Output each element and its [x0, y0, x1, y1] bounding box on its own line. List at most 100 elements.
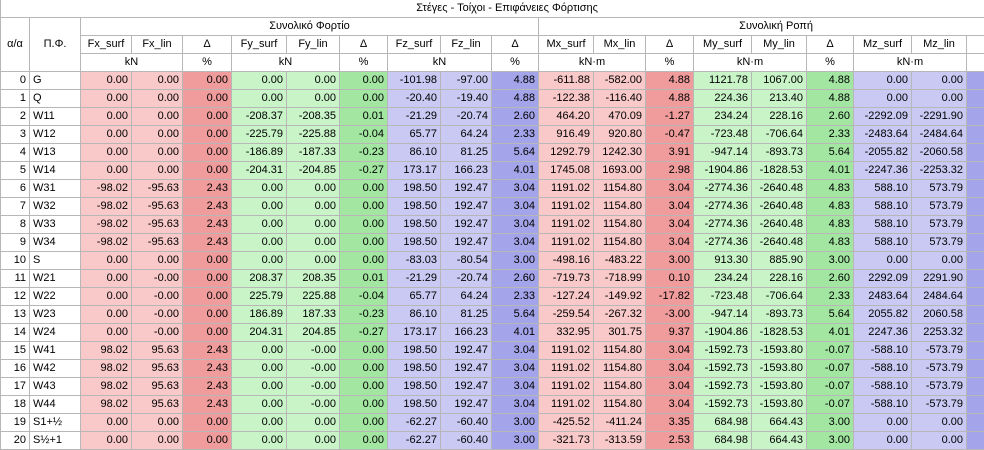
col-header-delta[interactable]: Δ	[183, 36, 232, 54]
fz-lin-cell[interactable]: 192.47	[441, 216, 492, 234]
mz-lin-cell[interactable]: -573.79	[912, 342, 967, 360]
col-header-fz-surf[interactable]: Fz_surf	[388, 36, 441, 54]
col-header-delta[interactable]: Δ	[340, 36, 388, 54]
mx-delta-cell[interactable]: 3.04	[646, 378, 694, 396]
mx-lin-cell[interactable]: 1154.80	[594, 342, 646, 360]
mz-delta-cell[interactable]: 2.43	[967, 378, 984, 396]
row-index[interactable]: 11	[1, 270, 30, 288]
mz-surf-cell[interactable]: 0.00	[854, 252, 912, 270]
mz-lin-cell[interactable]: 0.00	[912, 252, 967, 270]
load-case[interactable]: W41	[30, 342, 81, 360]
load-case[interactable]: Q	[30, 90, 81, 108]
fz-delta-cell[interactable]: 3.00	[492, 432, 539, 450]
fz-lin-cell[interactable]: 166.23	[441, 324, 492, 342]
my-delta-cell[interactable]: 2.60	[807, 108, 854, 126]
my-surf-cell[interactable]: 684.98	[694, 414, 752, 432]
fz-delta-cell[interactable]: 4.88	[492, 90, 539, 108]
row-index[interactable]: 15	[1, 342, 30, 360]
load-case[interactable]: W33	[30, 216, 81, 234]
load-case[interactable]: W43	[30, 378, 81, 396]
mz-surf-cell[interactable]: -588.10	[854, 342, 912, 360]
row-index[interactable]: 10	[1, 252, 30, 270]
mx-lin-cell[interactable]: -483.22	[594, 252, 646, 270]
load-case[interactable]: S	[30, 252, 81, 270]
mx-surf-cell[interactable]: 1191.02	[539, 342, 594, 360]
my-delta-cell[interactable]: 4.83	[807, 198, 854, 216]
mx-delta-cell[interactable]: -1.27	[646, 108, 694, 126]
my-lin-cell[interactable]: 213.40	[752, 90, 807, 108]
fx-surf-cell[interactable]: -98.02	[81, 180, 132, 198]
fx-lin-cell[interactable]: -0.00	[132, 270, 183, 288]
my-surf-cell[interactable]: -723.48	[694, 126, 752, 144]
mz-surf-cell[interactable]: 588.10	[854, 180, 912, 198]
load-case[interactable]: W24	[30, 324, 81, 342]
my-lin-cell[interactable]: -1593.80	[752, 360, 807, 378]
mz-surf-cell[interactable]: 2055.82	[854, 306, 912, 324]
fy-lin-cell[interactable]: 208.35	[287, 270, 340, 288]
fz-surf-cell[interactable]: -62.27	[388, 432, 441, 450]
mz-delta-cell[interactable]: -0.23	[967, 144, 984, 162]
fx-surf-cell[interactable]: 98.02	[81, 342, 132, 360]
fy-surf-cell[interactable]: 0.00	[232, 252, 287, 270]
mz-surf-cell[interactable]: -2292.09	[854, 108, 912, 126]
fz-delta-cell[interactable]: 3.04	[492, 360, 539, 378]
col-header-fy-surf[interactable]: Fy_surf	[232, 36, 287, 54]
load-case[interactable]: W31	[30, 180, 81, 198]
fx-delta-cell[interactable]: 0.00	[183, 270, 232, 288]
mz-lin-cell[interactable]: -2253.32	[912, 162, 967, 180]
fy-surf-cell[interactable]: -208.37	[232, 108, 287, 126]
col-header-my-lin[interactable]: My_lin	[752, 36, 807, 54]
mx-lin-cell[interactable]: -267.32	[594, 306, 646, 324]
mz-delta-cell[interactable]: 2.43	[967, 234, 984, 252]
mx-surf-cell[interactable]: -719.73	[539, 270, 594, 288]
my-surf-cell[interactable]: -1592.73	[694, 378, 752, 396]
mx-lin-cell[interactable]: -149.92	[594, 288, 646, 306]
mx-lin-cell[interactable]: -411.24	[594, 414, 646, 432]
col-header-my-surf[interactable]: My_surf	[694, 36, 752, 54]
load-case[interactable]: W21	[30, 270, 81, 288]
mx-delta-cell[interactable]: -3.00	[646, 306, 694, 324]
fx-lin-cell[interactable]: 95.63	[132, 396, 183, 414]
fy-surf-cell[interactable]: 0.00	[232, 414, 287, 432]
mz-delta-cell[interactable]: -0.23	[967, 306, 984, 324]
fx-surf-cell[interactable]: 0.00	[81, 72, 132, 90]
mz-delta-cell[interactable]: 2.43	[967, 180, 984, 198]
fz-lin-cell[interactable]: 81.25	[441, 306, 492, 324]
fy-lin-cell[interactable]: 0.00	[287, 180, 340, 198]
row-index[interactable]: 13	[1, 306, 30, 324]
mz-delta-cell[interactable]: 2.43	[967, 360, 984, 378]
fz-lin-cell[interactable]: 81.25	[441, 144, 492, 162]
fx-lin-cell[interactable]: 0.00	[132, 144, 183, 162]
fz-lin-cell[interactable]: -60.40	[441, 432, 492, 450]
fz-lin-cell[interactable]: -19.40	[441, 90, 492, 108]
mz-lin-cell[interactable]: -2291.90	[912, 108, 967, 126]
fx-delta-cell[interactable]: 2.43	[183, 216, 232, 234]
fy-lin-cell[interactable]: -0.00	[287, 396, 340, 414]
fx-delta-cell[interactable]: 0.00	[183, 306, 232, 324]
mx-delta-cell[interactable]: 4.88	[646, 90, 694, 108]
fy-surf-cell[interactable]: 0.00	[232, 234, 287, 252]
mx-delta-cell[interactable]: -0.47	[646, 126, 694, 144]
fz-delta-cell[interactable]: 4.01	[492, 162, 539, 180]
mz-lin-cell[interactable]: -573.79	[912, 396, 967, 414]
fx-surf-cell[interactable]: 98.02	[81, 360, 132, 378]
my-lin-cell[interactable]: -1593.80	[752, 396, 807, 414]
mx-delta-cell[interactable]: 3.04	[646, 396, 694, 414]
fy-delta-cell[interactable]: 0.00	[340, 360, 388, 378]
mz-surf-cell[interactable]: -588.10	[854, 396, 912, 414]
mx-delta-cell[interactable]: 3.00	[646, 252, 694, 270]
my-surf-cell[interactable]: -1592.73	[694, 342, 752, 360]
mx-lin-cell[interactable]: 1154.80	[594, 378, 646, 396]
row-index[interactable]: 6	[1, 180, 30, 198]
fz-surf-cell[interactable]: 198.50	[388, 180, 441, 198]
my-lin-cell[interactable]: 885.90	[752, 252, 807, 270]
fz-surf-cell[interactable]: 198.50	[388, 360, 441, 378]
my-delta-cell[interactable]: 4.01	[807, 162, 854, 180]
fx-lin-cell[interactable]: -0.00	[132, 306, 183, 324]
fz-surf-cell[interactable]: -21.29	[388, 108, 441, 126]
